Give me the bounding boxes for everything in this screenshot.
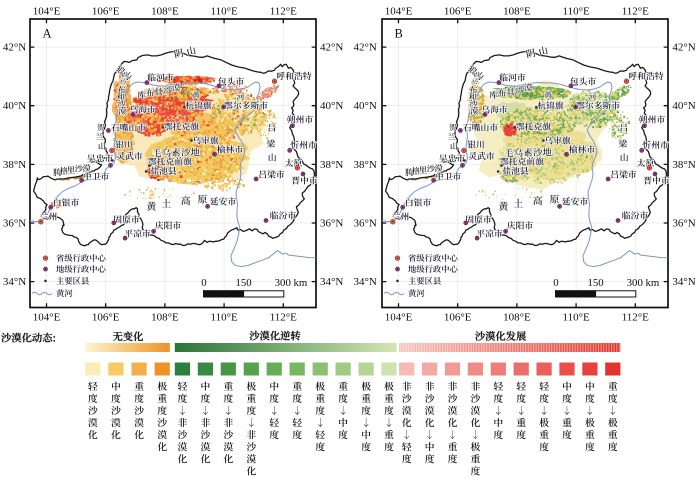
svg-text:110°E: 110°E [562, 312, 589, 324]
svg-text:34°N: 34°N [672, 276, 695, 288]
svg-text:42°N: 42°N [672, 42, 695, 54]
svg-text:104°E: 104°E [33, 5, 61, 17]
svg-text:108°E: 108°E [503, 312, 531, 324]
svg-text:104°E: 104°E [385, 5, 413, 17]
svg-text:36°N: 36°N [354, 218, 377, 230]
svg-text:A: A [43, 27, 52, 41]
svg-text:42°N: 42°N [3, 42, 26, 54]
svg-text:106°E: 106°E [92, 312, 120, 324]
svg-text:112°E: 112°E [622, 5, 649, 17]
svg-text:40°N: 40°N [320, 100, 343, 112]
svg-text:112°E: 112°E [270, 5, 297, 17]
svg-text:36°N: 36°N [672, 218, 695, 230]
svg-text:112°E: 112°E [270, 312, 297, 324]
svg-text:34°N: 34°N [354, 276, 377, 288]
svg-text:B: B [395, 27, 403, 41]
svg-text:106°E: 106°E [444, 5, 472, 17]
svg-text:38°N: 38°N [320, 159, 343, 171]
svg-text:104°E: 104°E [33, 312, 61, 324]
svg-text:34°N: 34°N [3, 276, 26, 288]
svg-text:108°E: 108°E [151, 5, 179, 17]
svg-text:108°E: 108°E [151, 312, 179, 324]
svg-text:40°N: 40°N [354, 100, 377, 112]
svg-text:40°N: 40°N [672, 100, 695, 112]
svg-text:38°N: 38°N [3, 159, 26, 171]
svg-text:110°E: 110°E [210, 312, 237, 324]
svg-text:38°N: 38°N [354, 159, 377, 171]
svg-text:106°E: 106°E [444, 312, 472, 324]
svg-text:42°N: 42°N [354, 42, 377, 54]
svg-text:36°N: 36°N [320, 218, 343, 230]
svg-text:34°N: 34°N [320, 276, 343, 288]
svg-text:38°N: 38°N [672, 159, 695, 171]
svg-text:104°E: 104°E [385, 312, 413, 324]
svg-text:112°E: 112°E [622, 312, 649, 324]
svg-text:42°N: 42°N [320, 42, 343, 54]
svg-text:36°N: 36°N [3, 218, 26, 230]
svg-text:110°E: 110°E [562, 5, 589, 17]
svg-text:106°E: 106°E [92, 5, 120, 17]
svg-text:110°E: 110°E [210, 5, 237, 17]
svg-text:108°E: 108°E [503, 5, 531, 17]
svg-text:40°N: 40°N [3, 100, 26, 112]
